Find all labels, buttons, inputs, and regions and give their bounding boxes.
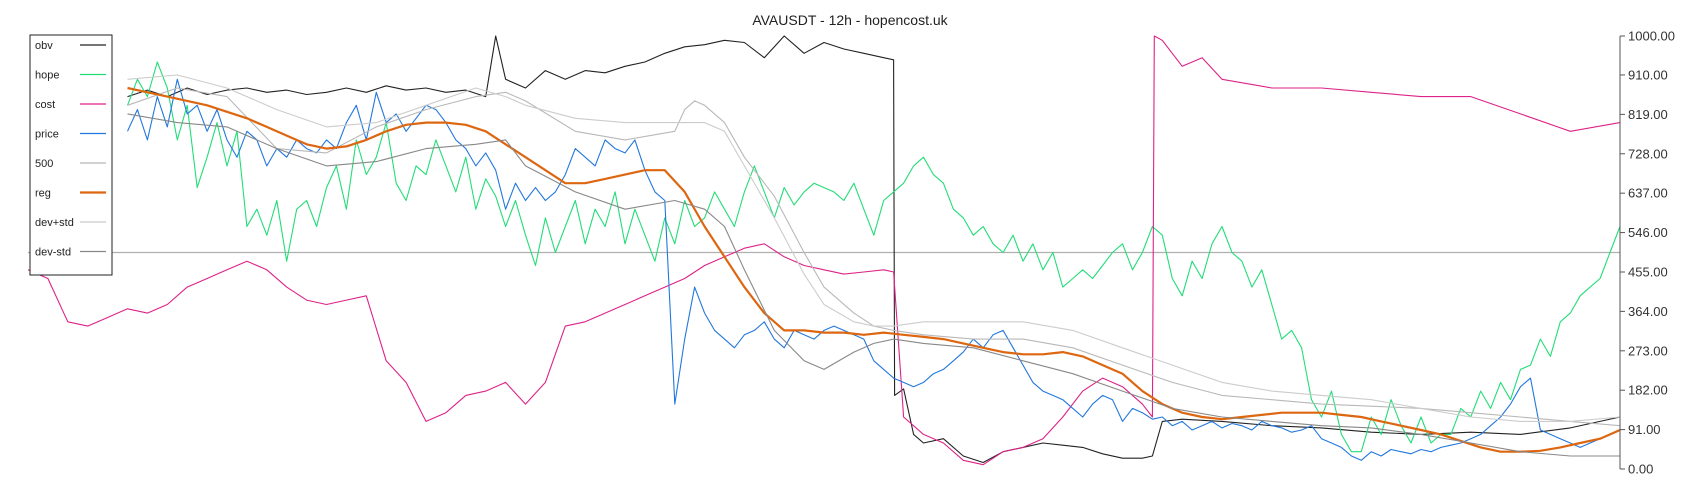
y-tick-label: 182.00 [1628, 383, 1668, 398]
y-tick-label: 0.00 [1628, 462, 1653, 477]
series-line-dev-std [127, 74, 1621, 422]
y-tick-label: 273.00 [1628, 343, 1668, 358]
y-tick-label: 364.00 [1628, 304, 1668, 319]
series-line-hope [126, 61, 1621, 453]
series-line-reg [127, 86, 1621, 453]
legend-label: dev+std [35, 217, 74, 229]
y-tick-label: 546.00 [1628, 225, 1668, 240]
legend-label: hope [35, 70, 59, 82]
series-line-cost [27, 35, 1621, 466]
series-line-price [126, 78, 1621, 461]
legend-label: reg [35, 188, 51, 200]
y-tick-label: 455.00 [1628, 264, 1668, 279]
y-tick-label: 637.00 [1628, 186, 1668, 201]
legend-label: dev-std [35, 247, 71, 259]
legend-label: price [35, 129, 59, 141]
y-tick-label: 910.00 [1628, 67, 1668, 82]
legend-label: 500 [35, 158, 53, 170]
legend-label: cost [35, 99, 55, 111]
legend-label: obv [35, 40, 53, 52]
series-line-500 [127, 87, 1621, 427]
y-tick-label: 91.00 [1628, 422, 1661, 437]
y-tick-label: 728.00 [1628, 146, 1668, 161]
legend: obv hope cost price 500 reg dev+std dev-std [29, 34, 113, 276]
y-tick-label: 1000.00 [1628, 29, 1675, 44]
y-tick-label: 819.00 [1628, 107, 1668, 122]
y-axis: 0.00 91.00 182.00 273.00 364.00 455.00 546.00 6… [1619, 29, 1675, 477]
series-line-obv [127, 35, 1621, 464]
chart-title: AVAUSDT - 12h - hopencost.uk [752, 12, 948, 28]
series-line-dev-std [127, 113, 1620, 457]
series-layer [27, 35, 1621, 466]
